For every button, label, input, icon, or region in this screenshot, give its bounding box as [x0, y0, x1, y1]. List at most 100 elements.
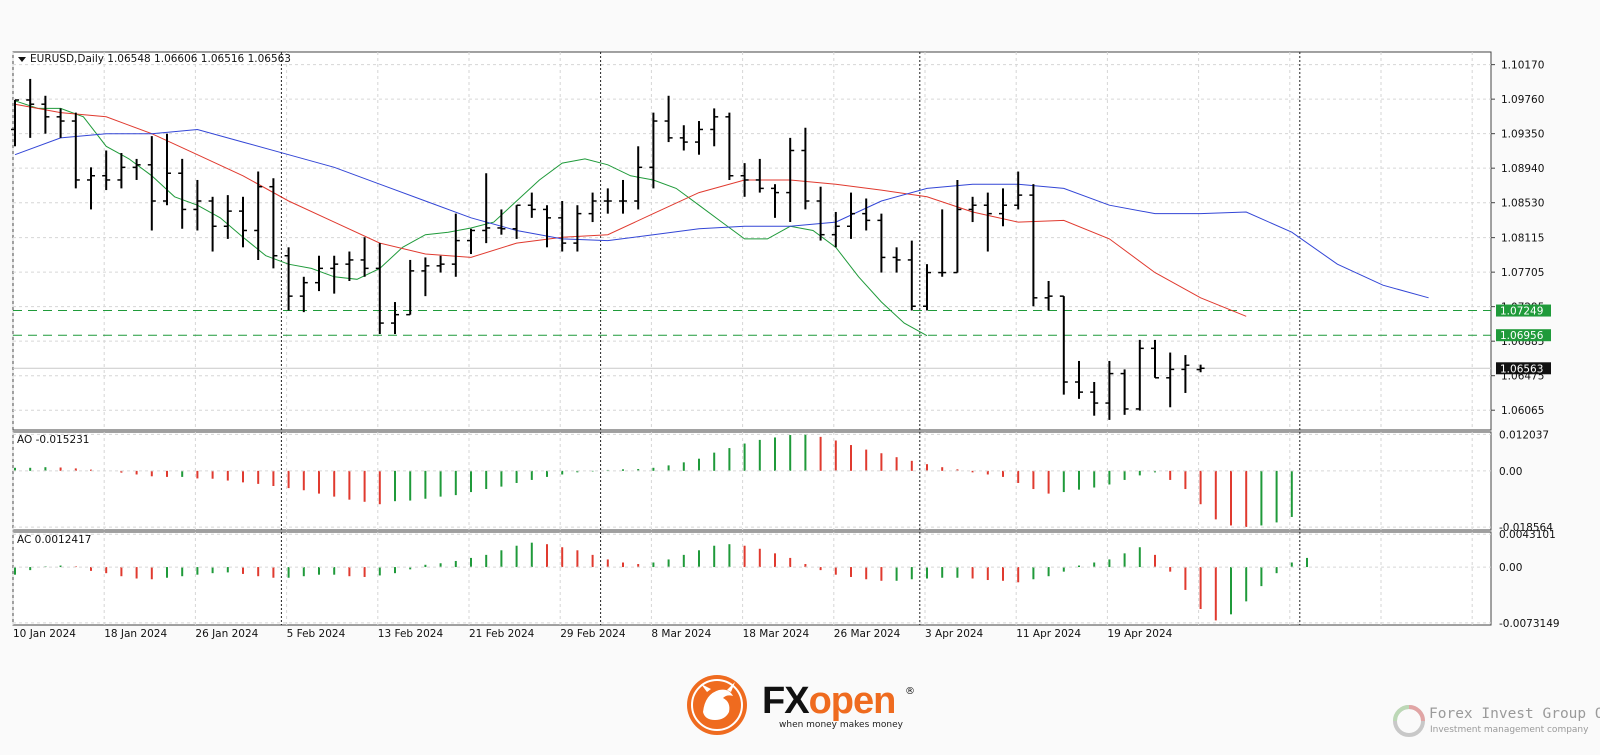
ao-y-tick-label: 0.00 — [1499, 466, 1522, 478]
x-tick-label: 8 Mar 2024 — [651, 628, 711, 640]
ohlc-bar — [771, 184, 779, 218]
ohlc-bar — [877, 213, 886, 273]
ohlc-bar — [345, 251, 354, 281]
ohlc-bar — [41, 95, 50, 134]
y-tick-label: 1.09350 — [1501, 129, 1544, 141]
ohlc-bar — [299, 276, 308, 313]
ohlc-bar — [892, 247, 901, 273]
fxopen-tagline: when money makes money — [779, 720, 903, 730]
ohlc-bar — [239, 196, 247, 248]
ohlc-bar — [436, 255, 445, 273]
ohlc-bar — [664, 95, 673, 143]
y-tick-label: 1.08940 — [1501, 163, 1544, 175]
ohlc-bar — [132, 158, 141, 180]
y-tick-label: 1.08530 — [1501, 198, 1544, 210]
price-grid: 1.10170 1.09760 1.09350 1.08940 1.08530 1.081… — [13, 60, 1544, 417]
ohlc-bar — [801, 127, 810, 210]
ohlc-bar — [178, 158, 187, 229]
ohlc-bar — [147, 136, 156, 231]
ohlc-bar — [482, 173, 491, 244]
ac-y-tick-label: 0.0043101 — [1499, 529, 1556, 541]
company-name: Forex Invest Group OU — [1429, 706, 1600, 722]
x-tick-label: 13 Feb 2024 — [378, 628, 444, 640]
ohlc-bar — [1151, 339, 1159, 379]
ohlc-bar — [847, 192, 855, 239]
ohlc-bar — [269, 178, 278, 269]
ohlc-bar — [938, 209, 947, 277]
registered-mark: ® — [905, 686, 915, 697]
ohlc-bar — [56, 108, 65, 138]
ohlc-bar — [315, 255, 323, 292]
x-tick-label: 21 Feb 2024 — [469, 628, 535, 640]
fxopen-wordmark: FXopen — [762, 680, 896, 722]
x-tick-label: 10 Jan 2024 — [13, 628, 76, 640]
ohlc-bar — [1059, 295, 1068, 395]
y-tick-label: 1.08115 — [1501, 233, 1544, 245]
current-price-tag — [1496, 362, 1551, 375]
ohlc-bar — [1120, 369, 1129, 415]
x-tick-label: 18 Jan 2024 — [104, 628, 167, 640]
ao-y-tick-label: 0.012037 — [1499, 429, 1549, 441]
level-price-tag — [1496, 304, 1551, 317]
ao-y-tick-label: -0.018564 — [1499, 522, 1553, 534]
ohlc-bar — [999, 188, 1007, 227]
ohlc-bar — [117, 153, 126, 189]
ohlc-bar — [1166, 352, 1175, 408]
x-tick-label: 29 Feb 2024 — [560, 628, 626, 640]
x-tick-label: 19 Apr 2024 — [1107, 628, 1172, 640]
ohlc-bar — [543, 205, 551, 248]
ohlc-bar — [406, 259, 415, 316]
company-subtitle: Investment management company — [1430, 725, 1589, 735]
ohlc-bar — [284, 247, 293, 311]
price-chart: 1.10170 1.09760 1.09350 1.08940 1.08530 1.081… — [11, 51, 1560, 640]
panel-frame-3 — [12, 531, 1492, 626]
ohlc-bar — [710, 108, 719, 147]
level-price-label: 1.07249 — [1500, 306, 1543, 318]
panel-frame-1 — [12, 51, 1492, 431]
ohlc-bar — [619, 179, 627, 214]
ohlc-bar — [1135, 339, 1144, 411]
ohlc-bar — [163, 133, 171, 206]
ohlc-bar — [573, 205, 582, 252]
ao-bars — [14, 434, 1293, 527]
current-price-label: 1.06563 — [1500, 363, 1543, 375]
ohlc-bar — [725, 112, 734, 180]
ohlc-bar — [391, 302, 399, 335]
ohlc-bars — [11, 78, 1205, 420]
ohlc-bar — [588, 192, 597, 223]
ohlc-bar — [467, 228, 475, 255]
ohlc-bar — [451, 213, 460, 277]
ohlc-bar — [1029, 184, 1038, 307]
ao-title: AO -0.015231 — [17, 434, 90, 446]
ohlc-bar — [26, 78, 35, 138]
ohlc-bar — [421, 257, 430, 297]
ohlc-bar — [375, 243, 384, 335]
ohlc-bar — [755, 158, 764, 193]
ohlc-bar — [603, 188, 612, 214]
ohlc-bar — [1196, 364, 1205, 373]
symbol-dropdown-icon — [18, 57, 26, 62]
ohlc-bar — [558, 201, 567, 252]
y-tick-label: 1.09760 — [1501, 94, 1544, 106]
ohlc-bar — [11, 99, 19, 147]
forex-invest-group-logo-icon — [1393, 705, 1425, 737]
ohlc-bar — [497, 209, 506, 235]
ohlc-bar — [1105, 360, 1114, 420]
x-tick-label: 11 Apr 2024 — [1016, 628, 1081, 640]
ohlc-bar — [634, 146, 643, 210]
x-tick-label: 3 Apr 2024 — [925, 628, 984, 640]
ohlc-bar — [102, 150, 111, 191]
ohlc-bar — [862, 198, 871, 231]
ohlc-bar — [786, 137, 795, 223]
x-tick-label: 5 Feb 2024 — [287, 628, 346, 640]
ohlc-bar — [1075, 360, 1083, 399]
y-tick-label: 1.07705 — [1501, 267, 1544, 279]
ohlc-bar — [1090, 382, 1099, 416]
ohlc-bar — [740, 163, 749, 197]
moving-average-line-2 — [14, 103, 1247, 317]
ac-y-tick-label: -0.0073149 — [1499, 618, 1560, 630]
ohlc-bar — [193, 179, 202, 231]
ohlc-bar — [953, 179, 962, 274]
fxopen-bull-logo-icon — [687, 675, 747, 735]
y-tick-label: 1.06065 — [1501, 405, 1544, 417]
